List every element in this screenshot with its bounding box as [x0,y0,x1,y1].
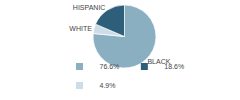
svg-text:4.9%: 4.9% [100,82,116,89]
svg-text:BLACK: BLACK [147,58,171,66]
svg-text:18.6%: 18.6% [164,63,184,70]
svg-text:76.6%: 76.6% [100,63,120,70]
svg-text:HISPANIC: HISPANIC [73,4,106,11]
svg-text:WHITE: WHITE [69,25,92,32]
